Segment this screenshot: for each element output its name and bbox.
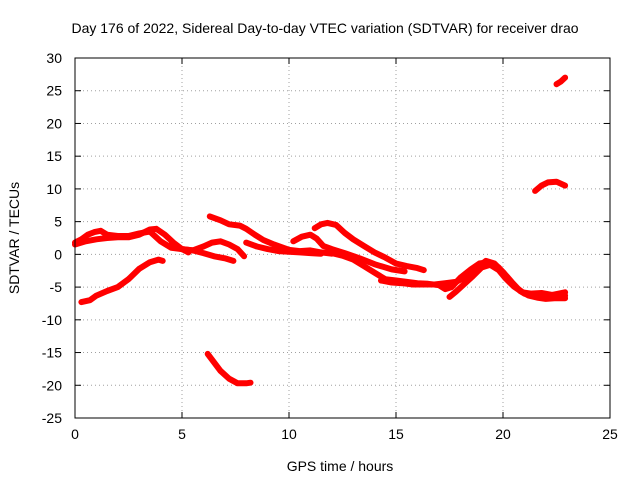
y-axis-label: SDTVAR / TECUs <box>6 182 22 294</box>
data-series-track-8 <box>311 219 427 274</box>
x-tick-label: 0 <box>71 426 79 442</box>
y-axis: -25 -20 -15 -10 -5 0 5 10 15 20 25 30 <box>42 50 610 426</box>
x-tick-label: 10 <box>281 426 297 442</box>
data-series-track-2 <box>72 227 237 264</box>
grid-lines <box>75 58 610 418</box>
y-tick-label: -25 <box>42 410 62 426</box>
data-series-track-14 <box>553 74 569 88</box>
y-tick-label: -5 <box>50 279 63 295</box>
data-series-track-7 <box>290 231 408 275</box>
y-tick-label: 10 <box>46 181 62 197</box>
x-tick-label: 15 <box>388 426 404 442</box>
x-axis-label: GPS time / hours <box>287 458 394 474</box>
y-tick-label: 20 <box>46 115 62 131</box>
plot-frame <box>74 57 611 419</box>
x-tick-label: 20 <box>495 426 511 442</box>
data-series-track-3 <box>78 256 166 306</box>
x-tick-label: 5 <box>178 426 186 442</box>
y-tick-label: 15 <box>46 148 62 164</box>
y-tick-label: 5 <box>54 214 62 230</box>
data-series-track-4 <box>168 238 248 260</box>
data-series-track-11 <box>446 261 569 300</box>
data-series-track-13 <box>532 178 569 194</box>
y-tick-label: -10 <box>42 312 62 328</box>
data-series-track-10 <box>378 257 569 302</box>
x-axis: 0 5 10 15 20 25 <box>71 58 618 442</box>
data-tracks <box>72 74 569 387</box>
y-tick-label: 25 <box>46 83 62 99</box>
y-tick-label: -20 <box>42 377 62 393</box>
data-series-track-6 <box>243 239 325 257</box>
y-tick-label: 30 <box>46 50 62 66</box>
y-tick-label: -15 <box>42 345 62 361</box>
y-tick-label: 0 <box>54 246 62 262</box>
chart-title: Day 176 of 2022, Sidereal Day-to-day VTE… <box>71 20 578 36</box>
x-tick-label: 25 <box>602 426 618 442</box>
data-series-track-12 <box>204 350 254 387</box>
